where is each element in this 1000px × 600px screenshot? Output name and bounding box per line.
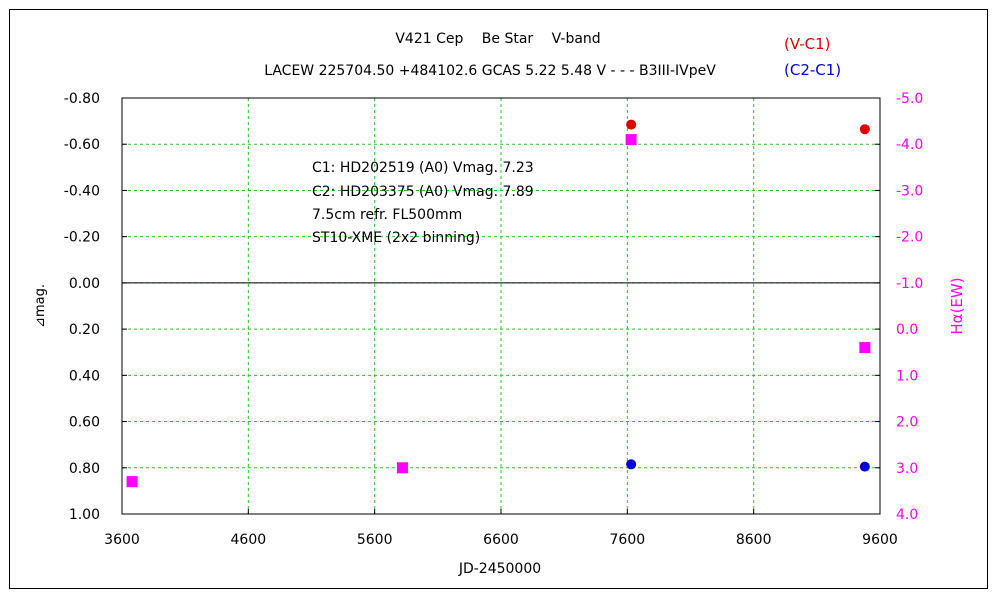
y-left-tick-label: -0.20 — [64, 230, 100, 246]
x-tick-label: 9600 — [862, 532, 898, 548]
annotation-camera: ST10-XME (2x2 binning) — [312, 230, 480, 246]
y-axis-right-label: Hα(EW) — [948, 277, 966, 334]
marker-layer — [126, 119, 871, 488]
y-left-tick-label: -0.80 — [64, 91, 100, 107]
x-tick-label: 8600 — [736, 532, 772, 548]
x-tick-label: 7600 — [610, 532, 646, 548]
marker-halpha-square — [625, 134, 637, 146]
y-right-tick-label: 3.0 — [896, 461, 918, 477]
marker-c2-c1-circle — [859, 461, 870, 472]
y-left-tick-label: 0.40 — [69, 368, 100, 384]
y-left-tick-label: 0.80 — [69, 461, 100, 477]
y-right-tick-label: -3.0 — [896, 183, 923, 199]
marker-halpha-square — [859, 342, 871, 354]
y-right-tick-label: -2.0 — [896, 230, 923, 246]
y-right-tick-label: 0.0 — [896, 322, 918, 338]
chart-subtitle: LACEW 225704.50 +484102.6 GCAS 5.22 5.48… — [264, 63, 716, 79]
marker-halpha-square — [126, 476, 138, 488]
marker-halpha-square — [396, 462, 408, 474]
x-tick-label: 3600 — [104, 532, 140, 548]
chart-title: V421 Cep Be Star V-band — [395, 31, 600, 47]
y-left-tick-label: -0.60 — [64, 137, 100, 153]
tick-label-layer: 3600 4600 5600 6600 7600 8600 9600 -0.80 -0.60 -0… — [64, 91, 924, 548]
y-left-tick-label: 0.00 — [69, 276, 100, 292]
x-tick-label: 5600 — [357, 532, 393, 548]
y-right-tick-label: 4.0 — [896, 507, 918, 523]
annotation-c2: C2: HD203375 (A0) Vmag. 7.89 — [312, 184, 534, 200]
x-axis-label: JD-2450000 — [458, 561, 541, 577]
legend-c2-c1: (C2-C1) — [784, 61, 841, 79]
y-right-tick-label: -4.0 — [896, 137, 923, 153]
annotation-telescope: 7.5cm refr. FL500mm — [312, 207, 462, 223]
y-axis-left-label: ⊿mag. — [33, 284, 48, 328]
y-left-tick-label: 0.20 — [69, 322, 100, 338]
y-left-tick-label: 0.60 — [69, 415, 100, 431]
y-right-tick-label: 1.0 — [896, 368, 918, 384]
marker-v-c1-circle — [626, 119, 637, 130]
y-right-tick-label: 2.0 — [896, 415, 918, 431]
legend-v-c1: (V-C1) — [784, 35, 831, 53]
annotation-c1: C1: HD202519 (A0) Vmag. 7.23 — [312, 160, 534, 176]
grid-layer — [122, 98, 880, 514]
y-right-tick-label: -1.0 — [896, 276, 923, 292]
tick-layer — [121, 97, 881, 515]
x-tick-label: 6600 — [483, 532, 519, 548]
y-left-tick-label: -0.40 — [64, 183, 100, 199]
y-right-tick-label: -5.0 — [896, 91, 923, 107]
y-left-tick-label: 1.00 — [69, 507, 100, 523]
marker-v-c1-circle — [859, 124, 870, 135]
marker-c2-c1-circle — [626, 459, 637, 470]
x-tick-label: 4600 — [231, 532, 267, 548]
chart-frame — [9, 9, 988, 589]
